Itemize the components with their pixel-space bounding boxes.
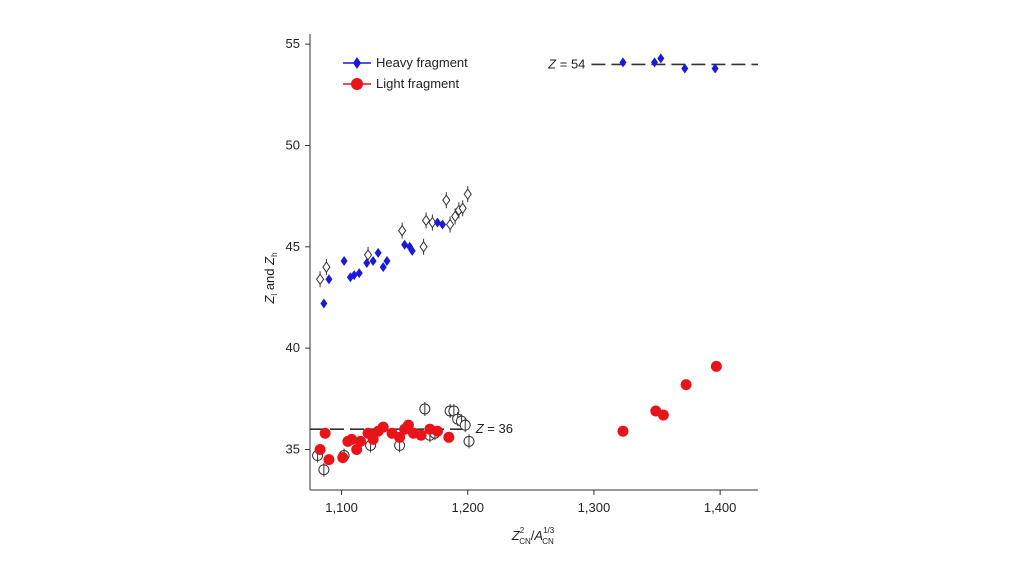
y-axis-title-sub1: l [270, 294, 279, 296]
heavy-fragment-point [325, 274, 333, 285]
open-diamond-point [322, 261, 331, 273]
open-diamond-point [428, 216, 437, 229]
reference-line-label-z: Z [547, 56, 557, 71]
data-marks [312, 53, 722, 477]
y-tick-label: 50 [286, 137, 300, 152]
heavy-fragment-point [433, 217, 441, 228]
reference-line-label-value: = 54 [556, 56, 585, 71]
legend: Heavy fragment Light fragment [343, 55, 468, 91]
x-axis-title-a: A [533, 528, 543, 543]
heavy-fragment-point [363, 258, 371, 269]
heavy-fragment-point [379, 262, 387, 273]
y-tick-label: 40 [286, 340, 300, 355]
x-axis-title-sub2: CN [542, 537, 554, 546]
reference-lines: Z = 54Z = 36 [310, 56, 758, 436]
heavy-fragment-point [651, 57, 659, 68]
light-fragment-point [415, 429, 427, 441]
light-fragment-point [394, 431, 406, 443]
x-axis-title-sup: 2 [520, 526, 525, 535]
light-fragment-point [443, 431, 455, 443]
heavy-fragment-point [350, 270, 358, 281]
x-axis-title-z: Z [511, 528, 521, 543]
x-axis-title-slash: / [531, 528, 535, 543]
heavy-fragment-point [383, 255, 391, 266]
heavy-fragment-point [340, 255, 348, 266]
open-diamond-point [363, 249, 373, 261]
light-fragment-point [377, 421, 389, 433]
axes: 35 40 45 50 55 1,100 1,200 1,300 1,400 [286, 34, 758, 515]
open-diamond-point [419, 240, 428, 253]
light-fragment-point [367, 433, 379, 445]
reference-line-label: Z = 36 [475, 421, 513, 436]
heavy-fragment-point [374, 247, 382, 258]
y-axis-title-and: and [262, 265, 277, 294]
light-fragment-point [319, 427, 331, 439]
heavy-fragment-point [619, 57, 627, 68]
heavy-fragment-point [439, 219, 447, 230]
reference-line-label-z: Z [475, 421, 485, 436]
light-fragment-point [710, 360, 722, 372]
y-axis-title-z1: Z [262, 295, 277, 305]
light-fragment-point [354, 435, 366, 447]
heavy-fragment-point [408, 245, 416, 256]
open-diamond-point [463, 188, 472, 200]
x-axis-title: Z2 CN/A1/3 CN [511, 526, 555, 546]
heavy-fragment-point [711, 63, 719, 74]
heavy-fragment-point [681, 63, 689, 74]
y-tick-label: 35 [286, 441, 300, 456]
open-diamond-point [398, 224, 407, 237]
y-axis-title-z2: Z [262, 256, 277, 266]
reference-line-label: Z = 54 [547, 56, 585, 71]
reference-line-label-value: = 36 [484, 421, 513, 436]
open-diamond-point [315, 273, 325, 286]
open-diamond-point [421, 214, 431, 227]
legend-light-label: Light fragment [376, 76, 459, 91]
heavy-fragment-point [369, 255, 377, 266]
light-fragment-point [402, 419, 414, 431]
heavy-fragment-point [320, 298, 328, 309]
x-tick-label: 1,400 [704, 500, 737, 515]
light-fragment-point [657, 409, 669, 421]
light-fragment-point [680, 379, 692, 391]
open-diamond-point [442, 194, 451, 207]
light-fragment-point [337, 452, 349, 464]
x-axis-title-sup2: 1/3 [543, 526, 555, 535]
legend-heavy-marker [353, 57, 361, 69]
open-diamond-point [445, 218, 455, 231]
y-tick-label: 45 [286, 239, 300, 254]
legend-light-marker [351, 78, 363, 90]
heavy-fragment-point [657, 53, 665, 64]
light-fragment-point [431, 425, 443, 437]
x-tick-label: 1,300 [578, 500, 611, 515]
y-axis-title: Zl and Zh [262, 252, 279, 304]
y-tick-label: 55 [286, 36, 300, 51]
x-tick-label: 1,100 [325, 500, 358, 515]
legend-heavy-label: Heavy fragment [376, 55, 468, 70]
light-fragment-point [346, 433, 358, 445]
x-axis-title-sub: CN [519, 537, 531, 546]
light-fragment-point [314, 443, 326, 455]
heavy-fragment-point [355, 268, 363, 279]
x-tick-label: 1,200 [451, 500, 484, 515]
open-diamond-point [458, 202, 467, 215]
light-fragment-point [323, 454, 335, 466]
heavy-fragment-point [401, 239, 409, 250]
light-fragment-point [617, 425, 629, 437]
open-diamond-point [451, 210, 460, 223]
y-axis-title-sub2: h [270, 252, 279, 256]
